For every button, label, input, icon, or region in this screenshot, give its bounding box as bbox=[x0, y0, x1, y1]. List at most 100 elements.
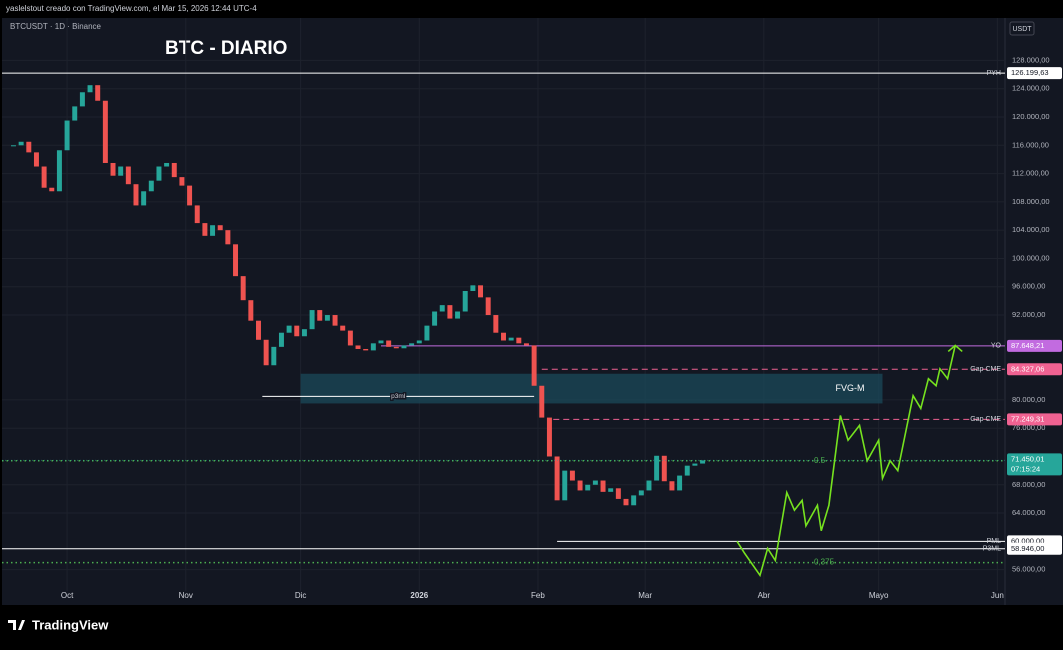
currency-box bbox=[1009, 21, 1035, 36]
candle bbox=[248, 300, 254, 321]
candle bbox=[187, 185, 193, 206]
candle bbox=[294, 325, 300, 337]
candle bbox=[523, 343, 529, 346]
candle bbox=[562, 470, 568, 501]
candle bbox=[577, 480, 583, 491]
candle bbox=[56, 150, 62, 192]
level-name: PML bbox=[987, 538, 1002, 545]
candle bbox=[133, 184, 139, 206]
candle bbox=[340, 325, 346, 331]
candle bbox=[263, 339, 269, 366]
price-axis bbox=[1005, 18, 1063, 605]
candle bbox=[202, 223, 208, 236]
candle bbox=[332, 315, 338, 326]
candle bbox=[416, 340, 422, 344]
x-tick-label: 2026 bbox=[410, 591, 428, 600]
candle bbox=[286, 325, 292, 333]
y-tick-label: 56.000,00 bbox=[1012, 565, 1045, 574]
candle bbox=[33, 152, 39, 167]
candle bbox=[240, 276, 246, 301]
level-name: 0,375 bbox=[814, 558, 835, 567]
candle bbox=[79, 92, 85, 107]
candle bbox=[49, 187, 55, 192]
candle bbox=[95, 85, 101, 101]
level-tag bbox=[1007, 67, 1062, 80]
x-tick-label: Feb bbox=[531, 591, 545, 600]
logo-text: TradingView bbox=[32, 617, 109, 632]
candle bbox=[508, 337, 514, 341]
candle bbox=[370, 343, 376, 351]
candle bbox=[470, 285, 476, 291]
level-value: 58.946,00 bbox=[1011, 544, 1044, 553]
y-tick-label: 128.000,00 bbox=[1012, 55, 1050, 64]
candle bbox=[217, 225, 223, 231]
candle bbox=[455, 311, 461, 319]
candle bbox=[164, 162, 170, 167]
countdown: 07:15:24 bbox=[1011, 464, 1040, 473]
currency: USDT bbox=[1012, 26, 1032, 33]
logo: TradingView bbox=[8, 617, 109, 632]
chart-title: BTC - DIARIO bbox=[165, 38, 287, 59]
candle bbox=[623, 498, 629, 506]
level-name: YO bbox=[991, 343, 1002, 350]
x-tick-label: Jun bbox=[991, 591, 1004, 600]
candle bbox=[309, 310, 315, 330]
candle bbox=[501, 332, 506, 341]
projection-arrow bbox=[947, 344, 963, 353]
candle bbox=[432, 311, 438, 326]
candle bbox=[210, 225, 216, 236]
candle bbox=[677, 475, 683, 491]
x-tick-label: Oct bbox=[61, 591, 74, 600]
candle bbox=[225, 230, 231, 245]
zone bbox=[300, 373, 883, 404]
candle bbox=[546, 417, 552, 457]
candle bbox=[72, 106, 78, 121]
candle bbox=[347, 330, 353, 346]
last-price: 71.450,01 bbox=[1011, 454, 1044, 463]
projection-line bbox=[736, 345, 957, 578]
level-tag bbox=[1007, 542, 1062, 555]
candle bbox=[355, 345, 361, 349]
candle bbox=[386, 340, 392, 347]
last-price-tag bbox=[1007, 453, 1062, 476]
y-tick-label: 124.000,00 bbox=[1012, 84, 1050, 93]
level-value: 126.199,63 bbox=[1011, 68, 1049, 77]
candle bbox=[447, 305, 453, 319]
logo-icon bbox=[8, 620, 25, 630]
level-value: 84.327,06 bbox=[1011, 364, 1044, 373]
candle bbox=[87, 85, 93, 93]
x-tick-label: Nov bbox=[179, 591, 193, 600]
level-name: p3ml bbox=[391, 393, 406, 400]
y-tick-label: 100.000,00 bbox=[1012, 253, 1050, 262]
candle bbox=[148, 180, 154, 192]
candle bbox=[64, 120, 70, 151]
level-value: 77.249,31 bbox=[1011, 414, 1044, 423]
candle bbox=[233, 244, 239, 277]
zone-label: FVG-M bbox=[835, 383, 864, 393]
candle bbox=[256, 320, 261, 340]
candle bbox=[10, 145, 16, 147]
y-tick-label: 108.000,00 bbox=[1012, 197, 1050, 206]
x-tick-label: Dic bbox=[295, 591, 307, 600]
y-tick-label: 96.000,00 bbox=[1012, 282, 1045, 291]
candle bbox=[141, 191, 147, 206]
candle bbox=[592, 480, 598, 485]
candle bbox=[324, 315, 330, 321]
candle bbox=[409, 343, 415, 346]
candle bbox=[18, 141, 24, 146]
symbol: BTCUSDT · 1D · Binance bbox=[10, 22, 102, 31]
y-tick-label: 80.000,00 bbox=[1012, 395, 1045, 404]
candle bbox=[271, 346, 277, 366]
candle bbox=[424, 325, 430, 341]
y-tick-label: 68.000,00 bbox=[1012, 480, 1045, 489]
level-tag bbox=[1007, 413, 1062, 426]
level-name: 0.5 bbox=[814, 456, 826, 465]
level-value: 60.000,00 bbox=[1011, 536, 1044, 545]
candle bbox=[179, 177, 185, 186]
candle bbox=[631, 495, 637, 506]
level-name: PYH bbox=[987, 70, 1001, 77]
candle bbox=[125, 166, 131, 185]
y-tick-label: 64.000,00 bbox=[1012, 508, 1045, 517]
candle bbox=[600, 480, 606, 492]
